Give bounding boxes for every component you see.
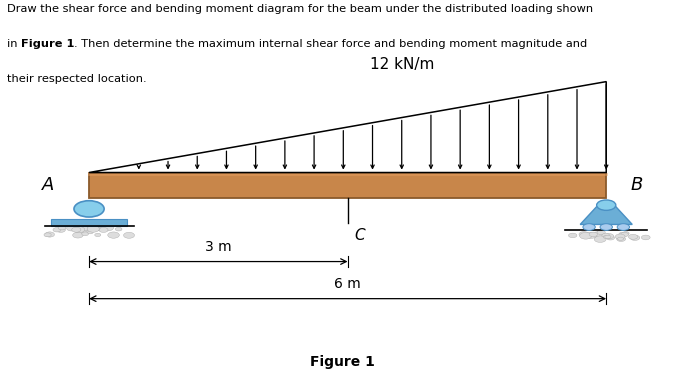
Circle shape <box>606 236 614 240</box>
Text: Figure 1: Figure 1 <box>21 39 75 49</box>
Circle shape <box>619 232 626 236</box>
Circle shape <box>597 200 616 210</box>
Text: their respected location.: their respected location. <box>7 74 147 84</box>
Circle shape <box>73 232 83 238</box>
Circle shape <box>592 232 603 237</box>
Circle shape <box>579 232 589 237</box>
Circle shape <box>99 227 108 232</box>
Circle shape <box>641 235 650 240</box>
Circle shape <box>604 234 614 239</box>
Circle shape <box>617 224 630 230</box>
Circle shape <box>74 201 104 217</box>
Circle shape <box>594 236 606 242</box>
Circle shape <box>101 224 114 231</box>
Circle shape <box>66 226 77 231</box>
Polygon shape <box>51 219 127 226</box>
Circle shape <box>586 232 597 238</box>
Circle shape <box>82 232 88 236</box>
Circle shape <box>53 228 61 232</box>
Text: Figure 1: Figure 1 <box>310 355 375 369</box>
Circle shape <box>615 234 625 239</box>
Circle shape <box>87 226 99 232</box>
Circle shape <box>602 233 610 237</box>
Text: B: B <box>631 177 643 194</box>
Circle shape <box>95 227 101 230</box>
Circle shape <box>600 224 612 230</box>
Circle shape <box>623 232 629 235</box>
Circle shape <box>88 231 93 234</box>
Circle shape <box>580 233 592 239</box>
Circle shape <box>628 234 638 239</box>
Circle shape <box>115 227 122 231</box>
Circle shape <box>583 224 595 230</box>
Circle shape <box>78 227 88 232</box>
Circle shape <box>630 235 640 240</box>
Text: C: C <box>355 228 365 243</box>
Circle shape <box>603 235 610 239</box>
Polygon shape <box>89 173 606 198</box>
Circle shape <box>108 232 119 238</box>
Circle shape <box>621 232 629 237</box>
Circle shape <box>616 237 625 242</box>
Circle shape <box>95 233 101 237</box>
Circle shape <box>73 227 85 233</box>
Text: 3 m: 3 m <box>205 240 232 254</box>
Text: in: in <box>7 39 21 49</box>
Circle shape <box>56 227 65 232</box>
Circle shape <box>96 227 101 230</box>
Polygon shape <box>580 205 632 224</box>
Circle shape <box>44 233 51 237</box>
Text: 12 kN/m: 12 kN/m <box>371 58 434 72</box>
Circle shape <box>72 227 81 232</box>
Circle shape <box>123 232 134 238</box>
Text: . Then determine the maximum internal shear force and bending moment magnitude a: . Then determine the maximum internal sh… <box>74 39 587 49</box>
Text: A: A <box>42 177 54 194</box>
Circle shape <box>58 226 66 230</box>
Circle shape <box>45 232 55 237</box>
Circle shape <box>569 233 577 238</box>
Circle shape <box>605 235 611 239</box>
Text: 6 m: 6 m <box>334 277 361 291</box>
Circle shape <box>618 237 623 240</box>
Circle shape <box>597 230 606 234</box>
Text: Draw the shear force and bending moment diagram for the beam under the distribut: Draw the shear force and bending moment … <box>7 4 593 14</box>
Circle shape <box>589 232 597 237</box>
Circle shape <box>79 226 88 231</box>
